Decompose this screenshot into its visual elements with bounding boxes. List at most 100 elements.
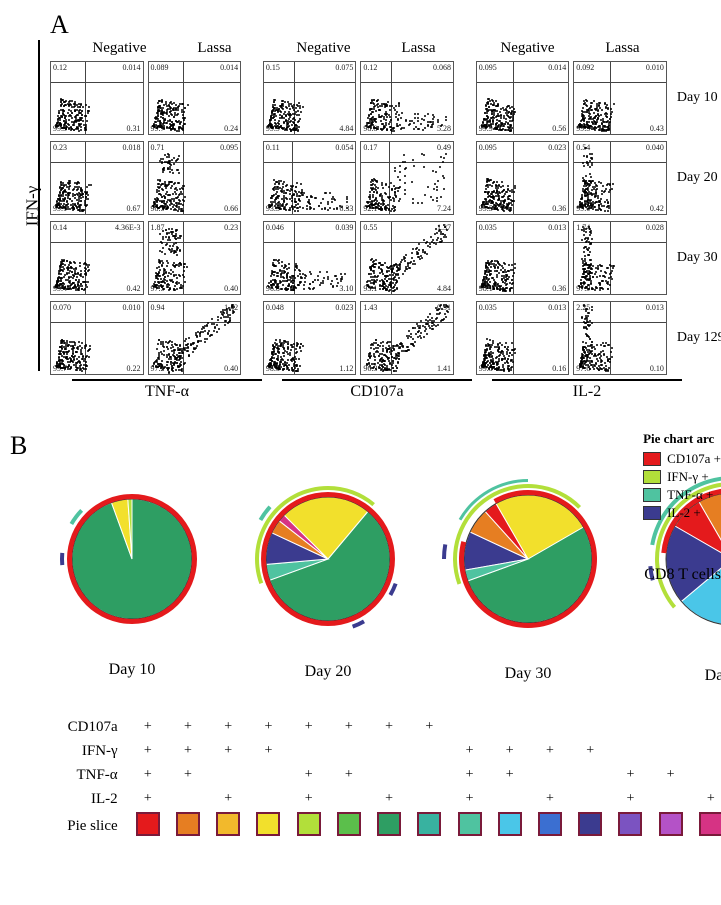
matrix-cell	[248, 787, 288, 811]
pie-label: Day 129	[705, 667, 721, 685]
matrix-cell	[409, 787, 449, 811]
matrix-cell	[449, 715, 489, 739]
quadrant-pct: 0.40	[224, 284, 238, 293]
quadrant-pct: 0.94	[151, 303, 165, 312]
col-header: Lassa	[575, 40, 670, 57]
facs-plot: 0.0350.01398.10.36	[476, 221, 570, 295]
matrix-cell: +	[610, 763, 650, 787]
quadrant-pct: 0.40	[224, 364, 238, 373]
quadrant-pct: 4.84	[339, 124, 353, 133]
quadrant-pct: 0.035	[479, 223, 497, 232]
facs-plot: 2.250.01397.60.10	[573, 301, 667, 375]
yaxis-bar	[38, 40, 40, 371]
pie-chart	[442, 473, 614, 645]
matrix-cell: +	[490, 763, 530, 787]
facs-plot: 0.0890.01499.70.24	[148, 61, 242, 135]
matrix-cell	[490, 715, 530, 739]
facs-plot: 1.430.9196.31.41	[360, 301, 454, 375]
facs-plot: 1.740.02897.9	[573, 221, 667, 295]
quadrant-pct: 0.67	[127, 204, 141, 213]
matrix-row-label: CD107a	[40, 715, 128, 739]
matrix-cell: +	[168, 763, 208, 787]
matrix-cell: +	[289, 763, 329, 787]
quadrant-pct: 0.12	[363, 63, 377, 72]
quadrant-pct: 4.84	[437, 284, 451, 293]
matrix-cell	[610, 739, 650, 763]
facs-plot: 0.120.01499.50.31	[50, 61, 144, 135]
quadrant-pct: 0.42	[650, 204, 664, 213]
matrix-cell	[329, 787, 369, 811]
matrix-cell: +	[168, 739, 208, 763]
quadrant-pct: 0.15	[266, 63, 280, 72]
facs-plot: 0.0350.01399.80.16	[476, 301, 570, 375]
swatch-cell	[409, 811, 449, 842]
quadrant-pct: 1.41	[437, 364, 451, 373]
arc-legend-title: Pie chart arc	[643, 431, 721, 447]
xaxis-label: TNF-α	[145, 383, 189, 401]
quadrant-pct: 0.12	[53, 63, 67, 72]
quadrant-pct: 0.31	[127, 124, 141, 133]
facs-plot: 1.870.2397.50.40	[148, 221, 242, 295]
quadrant-pct: 0.046	[266, 223, 284, 232]
swatch-cell	[289, 811, 329, 842]
col-header: Negative	[480, 40, 575, 57]
matrix-cell: +	[530, 787, 570, 811]
facs-plot: 0.144.36E-399.40.42	[50, 221, 144, 295]
facs-plot: 0.230.01899.10.67	[50, 141, 144, 215]
facs-plot: 0.0920.01099.50.43	[573, 61, 667, 135]
quadrant-pct: 0.070	[53, 303, 71, 312]
matrix-cell: +	[128, 763, 168, 787]
quadrant-pct: 0.36	[552, 284, 566, 293]
pie-label: Day 20	[305, 663, 352, 681]
quadrant-pct: 0.16	[552, 364, 566, 373]
matrix-cell: +	[248, 715, 288, 739]
matrix-cell	[570, 715, 610, 739]
matrix-cell: +	[289, 787, 329, 811]
facs-plot: 0.150.07599.94.84	[263, 61, 357, 135]
matrix-row-label: Pie slice	[40, 811, 128, 842]
quadrant-pct: 1.12	[339, 364, 353, 373]
quadrant-pct: 0.43	[650, 124, 664, 133]
matrix-row-label: TNF-α	[40, 763, 128, 787]
quadrant-pct: 0.56	[552, 124, 566, 133]
quadrant-pct: 0.018	[123, 143, 141, 152]
col-header: Lassa	[167, 40, 262, 57]
quadrant-pct: 0.55	[363, 223, 377, 232]
matrix-cell	[409, 763, 449, 787]
swatch-cell	[369, 811, 409, 842]
quadrant-pct: 0.71	[151, 143, 165, 152]
matrix-cell: +	[651, 763, 691, 787]
quadrant-pct: 0.068	[433, 63, 451, 72]
facs-plot: 0.170.4992.17.24	[360, 141, 454, 215]
matrix-cell: +	[490, 739, 530, 763]
matrix-cell: +	[329, 715, 369, 739]
matrix-cell	[651, 739, 691, 763]
matrix-cell	[369, 763, 409, 787]
facs-plot: 0.710.09598.50.66	[148, 141, 242, 215]
quadrant-pct: 0.10	[650, 364, 664, 373]
matrix-cell	[530, 715, 570, 739]
pie-label: Day 10	[109, 661, 156, 679]
matrix-cell	[651, 787, 691, 811]
matrix-cell: +	[289, 715, 329, 739]
swatch-cell	[691, 811, 721, 842]
facs-plot: 0.110.05493.56.33	[263, 141, 357, 215]
legend-item: IL-2 +	[643, 505, 721, 521]
quadrant-pct: 0.013	[548, 303, 566, 312]
quadrant-pct: 0.013	[646, 303, 664, 312]
matrix-cell	[168, 787, 208, 811]
pie-chart	[244, 475, 412, 643]
facs-plot: 0.0700.01099.70.22	[50, 301, 144, 375]
matrix-cell	[691, 763, 721, 787]
matrix-cell	[369, 739, 409, 763]
pie-label: Day 30	[505, 665, 552, 683]
quadrant-pct: 0.23	[53, 143, 67, 152]
matrix-cell	[289, 739, 329, 763]
quadrant-pct: 0.010	[646, 63, 664, 72]
facs-plot: 0.120.06898.85.28	[360, 61, 454, 135]
col-header: Negative	[276, 40, 371, 57]
arc-legend: Pie chart arc CD107a +IFN-γ +TNF-α +IL-2…	[643, 431, 721, 523]
quadrant-pct: 0.054	[335, 143, 353, 152]
quadrant-pct: 1.43	[363, 303, 377, 312]
matrix-cell	[691, 739, 721, 763]
